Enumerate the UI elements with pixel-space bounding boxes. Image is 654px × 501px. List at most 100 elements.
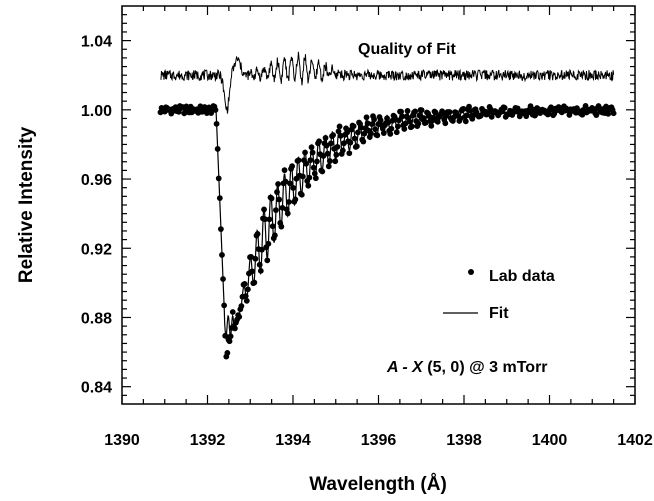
- data-point: [610, 110, 617, 117]
- plot-frame: [121, 5, 636, 405]
- data-point: [256, 261, 263, 268]
- data-point: [420, 115, 427, 121]
- data-point: [323, 142, 330, 149]
- data-point: [332, 158, 339, 165]
- data-point: [226, 338, 233, 345]
- data-point: [305, 182, 312, 189]
- data-point: [335, 128, 342, 135]
- data-point: [290, 185, 297, 191]
- data-point: [388, 125, 395, 132]
- data-point: [221, 302, 228, 309]
- data-point: [264, 257, 271, 264]
- data-point: [262, 216, 269, 223]
- x-tick-label: 1402: [617, 432, 653, 449]
- data-point: [324, 150, 331, 157]
- data-point: [289, 163, 295, 170]
- data-point: [333, 151, 340, 158]
- data-point: [364, 120, 371, 127]
- data-point: [269, 223, 276, 230]
- data-point: [213, 120, 220, 127]
- data-point: [224, 350, 231, 356]
- data-point: [367, 130, 374, 137]
- data-point: [314, 158, 320, 165]
- condition-annotation: A - X (5, 0) @ 3 mTorr: [386, 359, 548, 376]
- y-tick-label: 0.96: [81, 172, 112, 189]
- data-point: [251, 279, 258, 286]
- data-point: [322, 135, 329, 141]
- plot-content: [157, 51, 617, 360]
- data-point: [284, 210, 291, 217]
- data-point: [340, 140, 347, 147]
- data-point: [218, 226, 224, 233]
- data-point: [215, 175, 222, 182]
- data-point: [242, 293, 249, 299]
- data-point: [220, 276, 226, 282]
- data-point: [371, 116, 377, 123]
- data-point: [380, 130, 387, 136]
- data-point: [406, 118, 413, 125]
- data-point: [261, 206, 267, 213]
- data-point: [347, 139, 354, 146]
- tick-labels: 1390 1392 1394 1396 1398 1400 1402 0.84 0.88 0.92…: [81, 34, 653, 449]
- data-point: [254, 230, 261, 237]
- data-point: [428, 122, 435, 129]
- data-point: [328, 140, 334, 147]
- y-axis-title: Relative Intensity: [16, 126, 37, 283]
- legend-fit-label: Fit: [489, 305, 509, 322]
- data-point: [287, 180, 293, 187]
- data-point: [243, 297, 250, 304]
- fit-line: [160, 108, 614, 338]
- data-point: [593, 112, 600, 118]
- data-point: [227, 333, 234, 340]
- data-point: [330, 132, 336, 138]
- data-point: [346, 150, 353, 157]
- data-point: [308, 144, 315, 151]
- x-tick-label: 1392: [190, 432, 226, 449]
- data-point: [355, 129, 361, 136]
- data-point: [285, 199, 292, 205]
- data-point: [252, 255, 259, 262]
- x-tick-label: 1400: [532, 432, 568, 449]
- data-point: [533, 111, 539, 117]
- data-point: [271, 232, 278, 239]
- data-point: [309, 149, 316, 156]
- data-point: [212, 107, 219, 113]
- data-point: [232, 325, 238, 332]
- data-point: [306, 174, 313, 181]
- data-point: [377, 117, 384, 124]
- x-tick-label: 1394: [275, 432, 311, 449]
- data-point: [274, 189, 280, 195]
- data-point: [236, 313, 243, 320]
- data-point: [266, 216, 273, 223]
- data-point: [325, 163, 332, 170]
- data-point: [257, 267, 264, 274]
- data-point: [579, 111, 586, 118]
- data-point: [216, 195, 223, 202]
- data-point: [432, 109, 439, 116]
- data-point: [241, 281, 248, 287]
- axis-ticks: [121, 6, 636, 404]
- data-point: [303, 160, 310, 167]
- data-point: [298, 191, 305, 198]
- x-axis-title: Wavelength (Å): [309, 474, 447, 495]
- data-point: [434, 118, 441, 125]
- x-tick-label: 1398: [446, 432, 482, 449]
- data-point: [387, 131, 394, 137]
- data-point: [394, 123, 401, 130]
- data-point: [229, 309, 236, 315]
- data-point: [605, 110, 612, 117]
- data-point: [295, 157, 302, 164]
- data-point: [222, 332, 229, 339]
- y-tick-label: 0.84: [81, 380, 112, 397]
- y-tick-label: 1.04: [81, 34, 112, 51]
- data-point: [258, 246, 265, 253]
- data-point: [416, 112, 423, 119]
- data-point: [361, 130, 368, 137]
- data-point: [339, 147, 346, 154]
- data-point: [278, 223, 285, 230]
- data-point: [310, 164, 317, 171]
- data-point: [501, 104, 508, 111]
- data-point: [312, 175, 319, 182]
- data-point: [316, 138, 322, 145]
